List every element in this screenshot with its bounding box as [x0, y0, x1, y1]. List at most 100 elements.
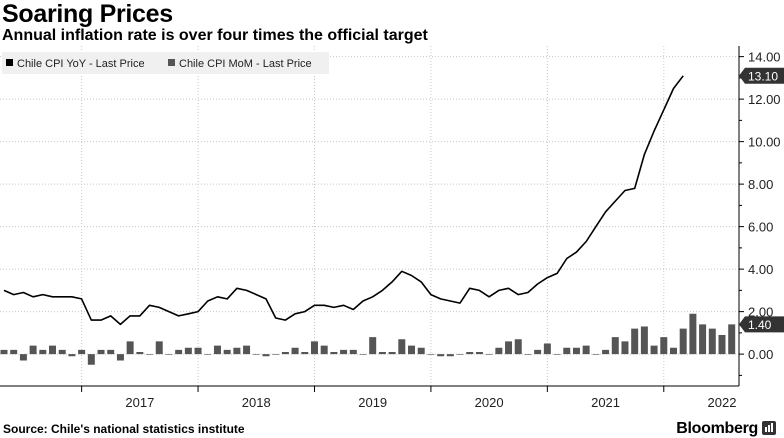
- mom-bar: [272, 354, 280, 355]
- mom-bar: [97, 349, 105, 355]
- y-tick-label: 0.00: [748, 347, 773, 362]
- mom-bar: [58, 349, 66, 355]
- mom-bar: [291, 347, 299, 355]
- mom-bar: [582, 345, 590, 355]
- mom-bar: [417, 347, 425, 355]
- mom-bar: [320, 345, 328, 355]
- mom-bar: [68, 354, 76, 357]
- mom-bar: [505, 341, 513, 355]
- chart-subtitle: Annual inflation rate is over four times…: [2, 27, 428, 44]
- source-note: Source: Chile's national statistics inst…: [3, 422, 245, 436]
- mom-bar: [39, 349, 47, 355]
- mom-bar: [49, 345, 57, 355]
- mom-bar: [213, 345, 221, 355]
- mom-bar: [427, 354, 435, 355]
- bloomberg-terminal-icon: [762, 421, 776, 435]
- mom-bar: [378, 352, 386, 355]
- mom-bar: [611, 337, 619, 355]
- mom-bar: [310, 341, 318, 355]
- mom-bar: [446, 354, 454, 357]
- mom-bar: [0, 349, 8, 355]
- mom-bar: [126, 341, 134, 355]
- mom-bar: [495, 347, 503, 355]
- mom-bar: [29, 345, 37, 355]
- bloomberg-logo: Bloomberg: [676, 420, 758, 437]
- badge-pointer: [739, 67, 745, 84]
- mom-bar: [107, 349, 115, 355]
- yoy-line: [3, 75, 684, 326]
- x-tick-label: 2020: [475, 395, 504, 410]
- mom-bar: [233, 347, 241, 355]
- legend-swatch-yoy: [6, 59, 13, 66]
- mom-bar: [19, 354, 27, 361]
- last-value-badges: 13.10 1.40: [739, 67, 784, 333]
- mom-bar: [621, 341, 629, 355]
- mom-bar: [669, 347, 677, 355]
- mom-bar: [543, 343, 551, 355]
- mom-bar: [388, 352, 396, 355]
- mom-bar: [592, 354, 600, 355]
- mom-bar: [78, 349, 86, 355]
- mom-bar: [223, 349, 231, 355]
- mom-bar: [475, 352, 483, 355]
- mom-bar: [165, 354, 173, 355]
- mom-bar: [301, 352, 309, 355]
- mom-bar: [10, 349, 18, 355]
- grid-lines: [0, 46, 739, 386]
- y-tick-label: 14.00: [748, 50, 781, 65]
- mom-bar: [175, 349, 183, 355]
- x-tick-label: 2021: [591, 395, 620, 410]
- mom-bar: [146, 354, 154, 355]
- mom-bar: [184, 347, 192, 355]
- mom-bar: [708, 328, 716, 355]
- mom-bar: [689, 313, 697, 355]
- mom-bar: [349, 349, 357, 355]
- mom-bar: [534, 349, 542, 355]
- mom-bar: [456, 354, 464, 355]
- mom-bar: [437, 354, 445, 357]
- mom-bar: [524, 354, 532, 355]
- yoy-line-layer: [3, 75, 684, 326]
- mom-bar: [631, 328, 639, 355]
- mom-bar: [466, 352, 474, 355]
- mom-bar: [660, 337, 668, 355]
- mom-bar: [679, 328, 687, 355]
- last-value-label: 13.10: [748, 69, 778, 83]
- mom-bar: [640, 326, 648, 355]
- mom-bar: [572, 347, 580, 355]
- badge-pointer: [739, 316, 745, 333]
- mom-bar: [359, 354, 367, 355]
- mom-bar: [136, 352, 144, 355]
- y-tick-label: 8.00: [748, 177, 773, 192]
- mom-bar: [650, 345, 658, 355]
- mom-bar: [699, 324, 707, 355]
- y-tick-label: 2.00: [748, 305, 773, 320]
- mom-bars: [0, 313, 736, 365]
- legend-label-mom: Chile CPI MoM - Last Price: [179, 58, 312, 70]
- x-tick-label: 2019: [358, 395, 387, 410]
- mom-bar: [514, 339, 522, 355]
- mom-bar: [262, 354, 270, 357]
- mom-bar: [243, 345, 251, 355]
- y-tick-label: 6.00: [748, 220, 773, 235]
- mom-bar: [252, 354, 260, 355]
- legend-label-yoy: Chile CPI YoY - Last Price: [17, 58, 145, 70]
- mom-bar: [204, 354, 212, 355]
- mom-bar: [155, 341, 163, 355]
- mom-bar: [602, 349, 610, 355]
- mom-bar: [718, 335, 726, 355]
- badge-box: [745, 67, 784, 84]
- mom-bar: [116, 354, 124, 361]
- mom-bar: [330, 352, 338, 355]
- mom-bar: [408, 345, 416, 355]
- x-tick-label: 2018: [242, 395, 271, 410]
- mom-bar: [728, 324, 736, 355]
- legend-swatch-mom: [168, 59, 175, 66]
- y-tick-label: 10.00: [748, 135, 781, 150]
- axes: 14.00 12.00 10.00 8.00 6.00 4.00 2.00 0.00 2017 2…: [0, 46, 781, 410]
- last-value-label: 1.40: [748, 318, 772, 332]
- chart-title: Soaring Prices: [2, 0, 173, 28]
- y-tick-label: 12.00: [748, 92, 781, 107]
- mom-bar: [369, 337, 377, 355]
- mom-bar: [563, 347, 571, 355]
